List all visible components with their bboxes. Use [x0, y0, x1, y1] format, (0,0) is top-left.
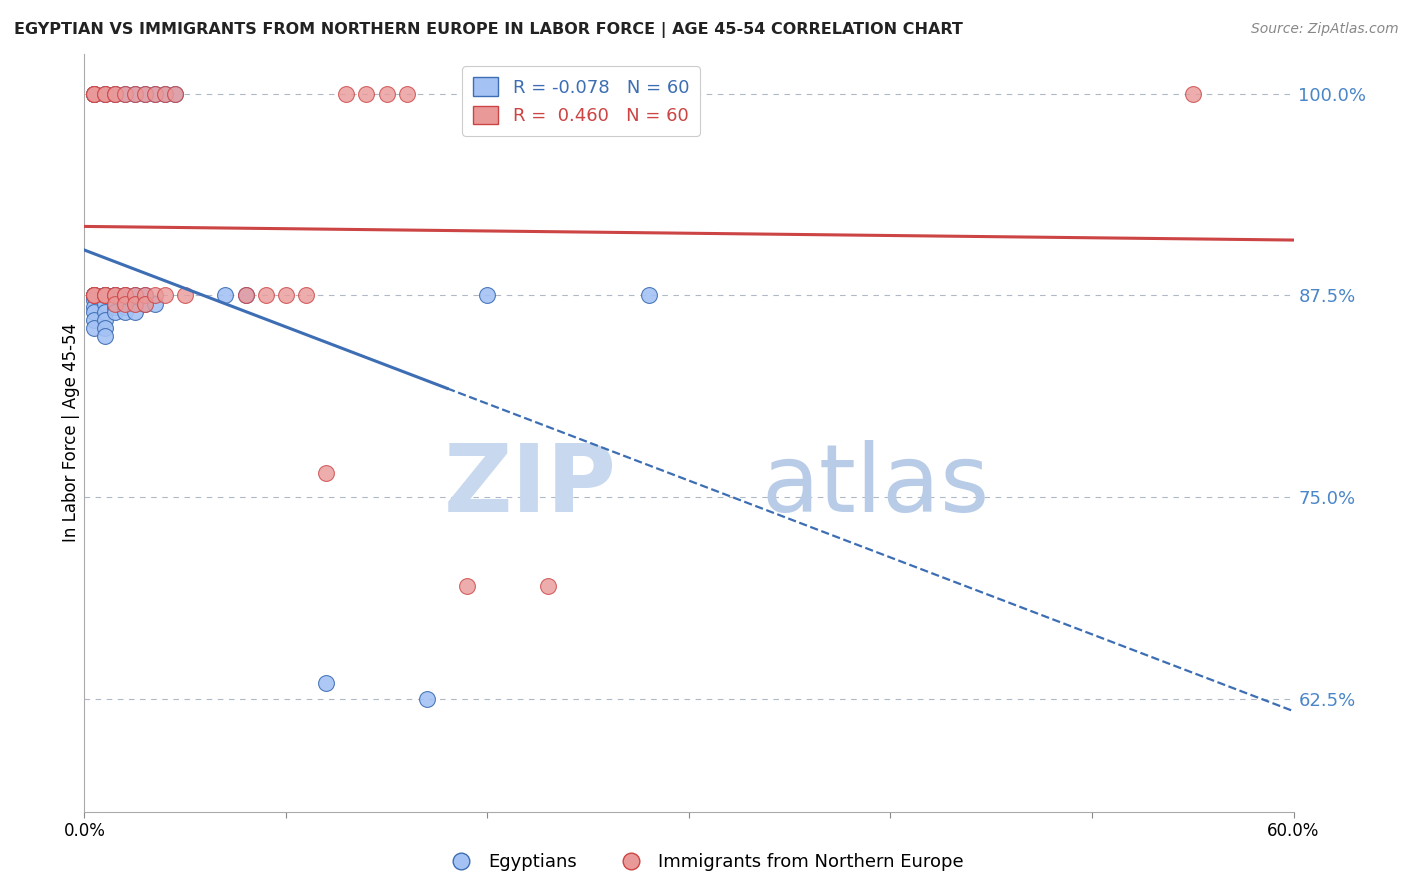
Point: [153, 87, 176, 101]
Point: [104, 288, 127, 302]
Point: [83, 288, 105, 302]
Point: [104, 87, 127, 101]
Legend: Egyptians, Immigrants from Northern Europe: Egyptians, Immigrants from Northern Euro…: [436, 847, 970, 879]
Point: [124, 296, 146, 310]
Point: [114, 296, 136, 310]
Y-axis label: In Labor Force | Age 45-54: In Labor Force | Age 45-54: [62, 323, 80, 542]
Point: [83, 320, 105, 334]
Point: [83, 288, 105, 302]
Point: [134, 288, 156, 302]
Point: [104, 293, 127, 308]
Point: [93, 288, 115, 302]
Point: [124, 87, 146, 101]
Point: [134, 296, 156, 310]
Point: [83, 288, 105, 302]
Point: [335, 87, 357, 101]
Point: [93, 288, 115, 302]
Point: [93, 288, 115, 302]
Point: [93, 328, 115, 343]
Point: [235, 288, 257, 302]
Point: [104, 288, 127, 302]
Point: [93, 288, 115, 302]
Point: [143, 296, 166, 310]
Point: [83, 87, 105, 101]
Point: [104, 288, 127, 302]
Point: [93, 87, 115, 101]
Point: [143, 87, 166, 101]
Point: [114, 288, 136, 302]
Point: [124, 87, 146, 101]
Point: [235, 288, 257, 302]
Point: [124, 304, 146, 318]
Point: [153, 87, 176, 101]
Point: [83, 288, 105, 302]
Point: [124, 288, 146, 302]
Point: [637, 288, 659, 302]
Point: [114, 288, 136, 302]
Point: [114, 300, 136, 314]
Point: [114, 87, 136, 101]
Point: [93, 87, 115, 101]
Point: [254, 288, 277, 302]
Point: [134, 87, 156, 101]
Point: [114, 87, 136, 101]
Text: atlas: atlas: [762, 440, 990, 532]
Point: [165, 87, 187, 101]
Text: EGYPTIAN VS IMMIGRANTS FROM NORTHERN EUROPE IN LABOR FORCE | AGE 45-54 CORRELATI: EGYPTIAN VS IMMIGRANTS FROM NORTHERN EUR…: [14, 22, 963, 38]
Point: [143, 288, 166, 302]
Point: [134, 87, 156, 101]
Point: [93, 320, 115, 334]
Point: [114, 288, 136, 302]
Point: [104, 288, 127, 302]
Point: [295, 288, 318, 302]
Point: [83, 288, 105, 302]
Point: [165, 87, 187, 101]
Legend: R = -0.078   N = 60, R =  0.460   N = 60: R = -0.078 N = 60, R = 0.460 N = 60: [463, 66, 700, 136]
Point: [114, 304, 136, 318]
Point: [104, 304, 127, 318]
Text: ZIP: ZIP: [443, 440, 616, 532]
Point: [315, 466, 337, 480]
Point: [83, 293, 105, 308]
Point: [395, 87, 418, 101]
Point: [315, 675, 337, 690]
Point: [477, 288, 499, 302]
Point: [83, 300, 105, 314]
Point: [416, 691, 439, 706]
Point: [83, 87, 105, 101]
Point: [143, 87, 166, 101]
Point: [356, 87, 378, 101]
Point: [124, 288, 146, 302]
Point: [93, 288, 115, 302]
Point: [134, 296, 156, 310]
Point: [83, 288, 105, 302]
Point: [93, 312, 115, 326]
Point: [124, 296, 146, 310]
Point: [375, 87, 398, 101]
Point: [274, 288, 297, 302]
Point: [104, 87, 127, 101]
Point: [1181, 87, 1204, 101]
Point: [93, 296, 115, 310]
Point: [93, 288, 115, 302]
Point: [153, 288, 176, 302]
Point: [104, 300, 127, 314]
Point: [214, 288, 236, 302]
Point: [134, 288, 156, 302]
Point: [83, 312, 105, 326]
Point: [93, 87, 115, 101]
Point: [104, 87, 127, 101]
Point: [537, 579, 560, 593]
Point: [83, 304, 105, 318]
Point: [174, 288, 197, 302]
Text: Source: ZipAtlas.com: Source: ZipAtlas.com: [1251, 22, 1399, 37]
Point: [83, 87, 105, 101]
Point: [93, 304, 115, 318]
Point: [114, 293, 136, 308]
Point: [83, 87, 105, 101]
Point: [617, 87, 640, 101]
Point: [456, 579, 478, 593]
Point: [104, 296, 127, 310]
Point: [83, 87, 105, 101]
